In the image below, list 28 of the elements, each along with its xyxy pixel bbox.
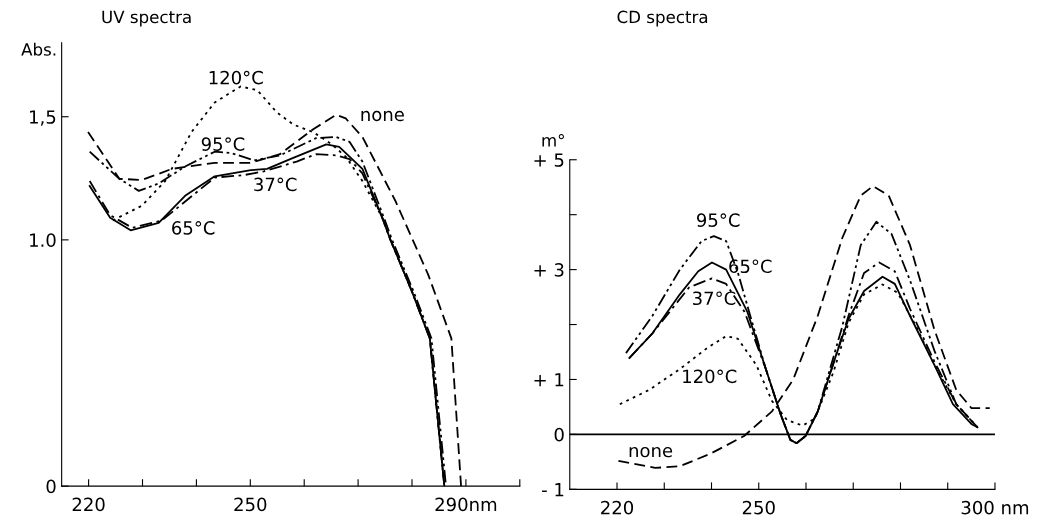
y-tick-label: 1,5	[30, 110, 56, 126]
series-label: 65°C	[729, 259, 772, 274]
series-label: 120°C	[683, 369, 737, 384]
y-tick-label: 0	[554, 427, 564, 442]
chart-title: UV spectra	[102, 10, 191, 27]
x-tick-label: 250	[742, 500, 775, 515]
series-label: 65°C	[172, 221, 215, 235]
y-axis-title: Abs.	[21, 42, 56, 56]
y-axis-title: m°	[542, 134, 564, 147]
series-label: none	[629, 446, 673, 458]
x-tick-label: 250	[234, 497, 267, 512]
y-tick-label: + 3	[534, 263, 564, 277]
chart-title: CD spectra	[617, 10, 708, 27]
series-label: 37°C	[692, 291, 736, 306]
x-tick-label: 290nm	[435, 497, 497, 512]
y-tick-label: - 1	[542, 483, 564, 497]
y-tick-label: 1.0	[30, 233, 56, 247]
series-label: 37°C	[254, 177, 297, 192]
y-tick-label: + 5	[534, 153, 564, 167]
series-label: 120°C	[209, 70, 263, 85]
series-label: none	[361, 110, 404, 122]
series-label: 95°C	[696, 213, 740, 227]
x-tick-label: 220	[601, 500, 634, 515]
x-tick-label: 300 nm	[961, 500, 1029, 515]
x-tick-label: 220	[72, 497, 105, 512]
y-tick-label: + 1	[534, 373, 564, 387]
series-label: 95°C	[201, 137, 245, 151]
y-tick-label: 0	[46, 479, 56, 494]
